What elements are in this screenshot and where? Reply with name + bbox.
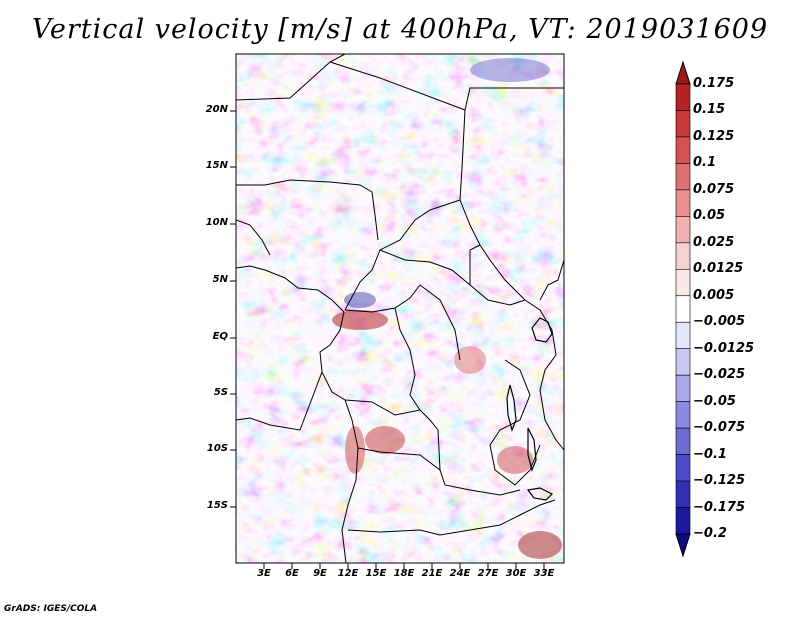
lon-label: 33E xyxy=(533,568,555,579)
colorbar-label: 0.175 xyxy=(693,76,735,91)
lon-label: 3E xyxy=(257,568,271,579)
colorbar-segment xyxy=(675,268,691,297)
colorbar-label: 0.0125 xyxy=(693,261,744,277)
lon-label: 30E xyxy=(505,568,527,579)
colorbar-label: 0.1 xyxy=(693,155,717,171)
lon-label: 12E xyxy=(337,568,359,579)
lon-label: 9E xyxy=(313,568,327,579)
colorbar-label: 0.005 xyxy=(693,287,735,303)
colorbar-label: −0.075 xyxy=(693,420,746,436)
colorbar-label: −0.0125 xyxy=(693,340,755,356)
colorbar-segment xyxy=(675,427,691,455)
colorbar-top-arrow xyxy=(675,60,691,85)
colorbar-segment xyxy=(675,454,691,482)
grads-credit: GrADS: IGES/COLA xyxy=(4,604,98,614)
colorbar-label: −0.005 xyxy=(693,314,746,330)
lakes xyxy=(506,317,554,501)
lon-label: 27E xyxy=(477,568,499,579)
lat-label: 20N xyxy=(205,104,228,115)
colorbar-segment xyxy=(675,189,691,217)
lat-label: 10S xyxy=(206,443,228,454)
political-boundaries xyxy=(236,54,564,563)
lat-label: 5S xyxy=(213,387,228,398)
colorbar-label: −0.175 xyxy=(693,499,746,515)
colorbar-segment xyxy=(675,507,691,535)
lat-label: 15S xyxy=(206,500,228,511)
lon-label: 18E xyxy=(393,568,415,579)
colorbar-segment xyxy=(675,110,691,138)
colorbar-segment xyxy=(675,295,691,323)
colorbar-label: 0.075 xyxy=(693,181,735,197)
colorbar-label: 0.125 xyxy=(693,128,735,144)
colorbar-segment xyxy=(675,136,691,164)
colorbar-segment xyxy=(675,374,691,402)
colorbar-segment xyxy=(675,242,691,270)
colorbar-label: 0.15 xyxy=(693,102,726,118)
map-title: Vertical velocity [m/s] at 400hPa, VT: 2… xyxy=(31,14,769,45)
colorbar-label: −0.05 xyxy=(693,393,736,409)
lon-ticks xyxy=(263,563,545,569)
lon-label: 6E xyxy=(285,568,299,579)
map-frame xyxy=(235,53,565,564)
lat-label: EQ xyxy=(212,331,228,342)
lon-label: 21E xyxy=(421,568,443,579)
colorbar-segment xyxy=(675,216,691,244)
colorbar-segment xyxy=(675,163,691,191)
colorbar-label: 0.05 xyxy=(693,208,726,224)
lat-label: 10N xyxy=(205,217,228,228)
colorbar-label: −0.2 xyxy=(693,526,727,541)
colorbar-segment xyxy=(675,83,691,111)
colorbar-segment xyxy=(675,401,691,429)
colorbar-label: 0.025 xyxy=(693,234,735,250)
colorbar-segment xyxy=(675,348,691,376)
colorbar-segment xyxy=(675,480,691,508)
colorbar-segment xyxy=(675,321,691,350)
velocity-field xyxy=(236,54,564,563)
colorbar xyxy=(675,60,691,558)
colorbar-label: −0.1 xyxy=(693,446,727,462)
lon-label: 24E xyxy=(449,568,471,579)
lon-label: 15E xyxy=(365,568,387,579)
colorbar-bottom-arrow xyxy=(675,533,691,558)
lat-label: 5N xyxy=(212,274,228,285)
colorbar-label: −0.125 xyxy=(693,473,746,489)
colorbar-label: −0.025 xyxy=(693,367,746,383)
lat-ticks xyxy=(230,110,236,508)
lat-label: 15N xyxy=(205,160,228,171)
